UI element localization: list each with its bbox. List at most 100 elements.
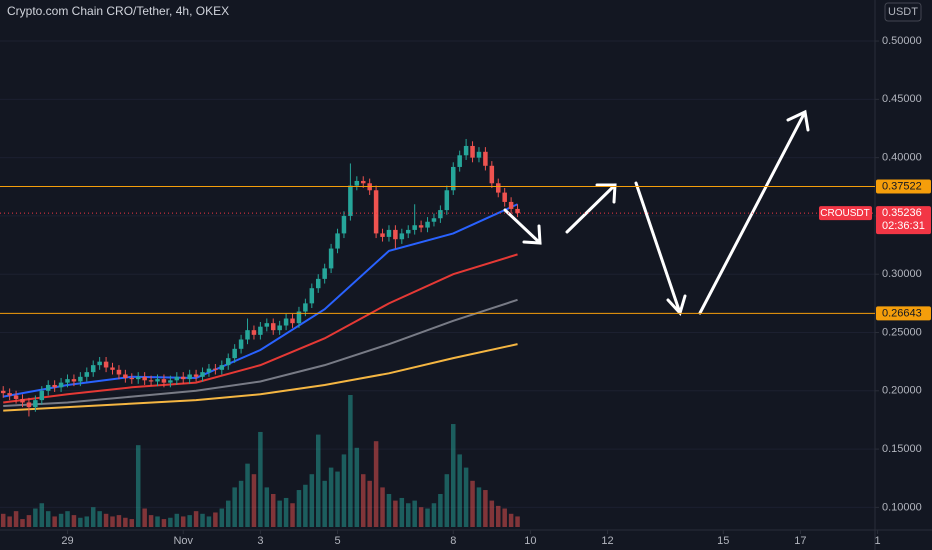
x-tick-label: 10: [524, 535, 536, 547]
candle-body: [303, 303, 308, 312]
y-tick-label: 0.50000: [882, 35, 922, 47]
volume-bar: [251, 474, 257, 527]
candle-body: [399, 233, 405, 240]
volume-bar: [232, 487, 237, 527]
volume-bar: [489, 500, 495, 527]
x-tick-label: Nov: [173, 535, 193, 547]
volume-bar: [457, 454, 462, 527]
volume-bar: [496, 505, 501, 527]
chart-title: Crypto.com Chain CRO/Tether, 4h, OKEX: [7, 4, 229, 18]
candle-body: [245, 330, 250, 340]
candle-body: [232, 348, 237, 359]
volume-bar: [502, 508, 507, 527]
candle-body: [161, 379, 167, 383]
volume-bar: [322, 480, 327, 527]
volume-bar: [270, 494, 276, 527]
volume-bar: [26, 515, 32, 527]
candle-body: [26, 402, 32, 408]
volume-bar: [296, 490, 302, 527]
candle-body: [78, 376, 83, 382]
candle-body: [354, 180, 360, 186]
moving-average: [3, 298, 518, 407]
candle-body: [296, 311, 302, 324]
arrow: [565, 183, 617, 234]
candle-body: [277, 325, 282, 331]
price-tag: [876, 206, 931, 235]
candle-body: [412, 225, 417, 230]
y-tick-label: 0.30000: [882, 268, 922, 280]
volume-bar: [180, 516, 186, 527]
volume-bar: [335, 471, 340, 527]
volume-bar: [483, 490, 488, 527]
candle-body: [13, 395, 19, 399]
volume-bar: [0, 513, 6, 527]
candle-body: [52, 384, 57, 388]
candle-body: [155, 379, 160, 382]
candle-body: [251, 330, 257, 335]
volume-bar: [367, 480, 372, 527]
candle-body: [180, 376, 186, 380]
candle-body: [168, 380, 173, 383]
candle-body: [508, 201, 514, 209]
volume-bar: [71, 515, 77, 527]
candle-body: [71, 379, 77, 382]
x-tick-label: 8: [450, 535, 456, 547]
level-label: 0.26643: [882, 307, 922, 319]
volume-bar: [380, 487, 385, 527]
candle-body: [405, 229, 411, 234]
volume-bar: [431, 503, 437, 527]
x-tick-label: 12: [601, 535, 613, 547]
candle-body: [200, 372, 205, 377]
candle-body: [238, 339, 244, 349]
y-tick-label: 0.15000: [882, 443, 922, 455]
candle-body: [97, 361, 102, 366]
candle-body: [431, 218, 437, 222]
volume-bar: [418, 507, 424, 527]
candle-body: [65, 379, 70, 383]
volume-bar: [135, 445, 141, 527]
level-tag: [876, 306, 931, 321]
volume-bar: [45, 511, 51, 527]
level-label: 0.37522: [882, 180, 922, 192]
volume-bar: [13, 511, 19, 527]
volume-bar: [309, 474, 315, 527]
candle-body: [148, 380, 154, 382]
symbol-tag: [819, 206, 872, 221]
candle-body: [264, 323, 270, 327]
candle-body: [463, 145, 469, 156]
volume-bar: [405, 503, 411, 527]
volume-bar: [123, 517, 128, 527]
volume-bar: [264, 487, 270, 527]
candle-body: [489, 165, 495, 184]
x-tick-label: 3: [257, 535, 263, 547]
candle-body: [425, 221, 430, 228]
candle-body: [84, 372, 90, 377]
y-tick-label: 0.20000: [882, 385, 922, 397]
candle-body: [90, 365, 96, 373]
candle-body: [380, 233, 385, 237]
volume-bar: [348, 395, 353, 527]
last-price-label: 0.35236: [882, 207, 922, 219]
volume-bar: [168, 517, 173, 527]
countdown: 02:36:31: [882, 220, 925, 232]
arrow: [503, 208, 542, 245]
candle-body: [193, 374, 199, 377]
volume-bar: [315, 434, 321, 527]
volume-bar: [155, 516, 160, 527]
candle-body: [393, 229, 398, 240]
candle-body: [502, 192, 507, 202]
volume-bar: [444, 474, 450, 527]
volume-bar: [90, 507, 96, 527]
candle-body: [20, 398, 25, 403]
volume-bar: [354, 447, 360, 527]
currency-box[interactable]: [884, 2, 922, 22]
volume-bar: [476, 487, 482, 527]
candle-body: [444, 190, 450, 211]
candle-body: [219, 365, 225, 370]
candle-body: [360, 180, 366, 184]
y-tick-label: 0.40000: [882, 152, 922, 164]
volume-bar: [386, 494, 392, 527]
candle-body: [135, 376, 141, 380]
candle-body: [58, 382, 64, 388]
candle-body: [457, 155, 462, 167]
